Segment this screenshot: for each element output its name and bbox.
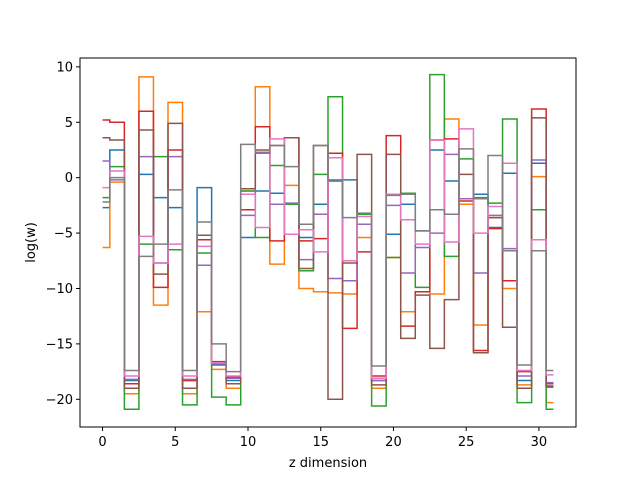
y-tick-label: 10	[56, 60, 73, 75]
x-tick-label: 0	[98, 435, 106, 450]
y-tick-label: −5	[54, 227, 73, 242]
series-layer	[102, 73, 554, 411]
x-tick-label: 10	[240, 435, 257, 450]
y-axis: 10 5 0 −5 −10 −15 −20	[46, 60, 80, 408]
series-line-7	[102, 128, 554, 379]
x-tick-label: 20	[385, 435, 402, 450]
plot-frame	[79, 57, 577, 428]
series-line-6	[102, 117, 554, 401]
y-tick-label: −20	[46, 393, 73, 408]
x-tick-label: 25	[458, 435, 475, 450]
series-line-8	[102, 143, 554, 373]
y-tick-label: 0	[65, 171, 73, 186]
x-tick-label: 15	[312, 435, 329, 450]
x-axis: 0 5 10 15 20 25 30	[98, 427, 547, 450]
x-axis-label: z dimension	[289, 456, 367, 471]
series-line-3	[102, 73, 554, 411]
y-tick-label: −15	[46, 337, 73, 352]
x-tick-label: 30	[531, 435, 548, 450]
y-tick-label: −10	[46, 282, 73, 297]
y-tick-label: 5	[65, 116, 73, 131]
y-axis-label: log(w)	[24, 222, 39, 263]
x-tick-label: 5	[171, 435, 179, 450]
